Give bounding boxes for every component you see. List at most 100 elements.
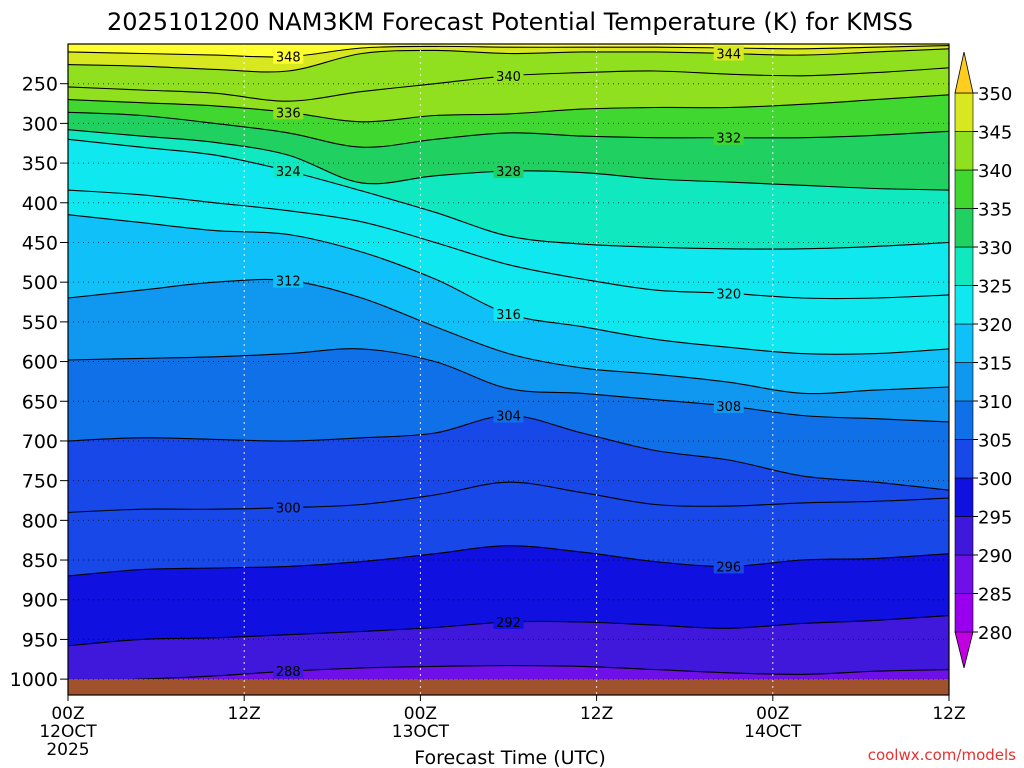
contour-label: 344: [716, 48, 741, 63]
colorbar-label: 295: [978, 508, 1012, 529]
colorbar-label: 320: [978, 315, 1012, 336]
contour-label: 288: [276, 665, 301, 680]
y-tick-label: 250: [22, 74, 58, 96]
colorbar-segment: [954, 477, 974, 517]
contour-332: [68, 111, 949, 148]
x-tick-label: 00Z: [404, 704, 437, 724]
contour-lines: [68, 45, 949, 683]
colorbar-label: 340: [978, 161, 1012, 182]
x-tick-label: 2025: [46, 740, 89, 760]
filled-contours: [68, 44, 949, 695]
x-tick-label: 14OCT: [744, 722, 802, 742]
fill-band-296: [68, 482, 949, 576]
contour-308: [68, 348, 949, 423]
x-tick-label: 12Z: [932, 704, 965, 724]
colorbar-segment: [954, 439, 974, 479]
credit-text: coolwx.com/models: [868, 746, 1016, 764]
fill-band-312: [68, 214, 949, 394]
y-tick-label: 400: [22, 193, 58, 215]
y-tick-label: 700: [22, 431, 58, 453]
colorbar-segment: [954, 323, 974, 363]
contour-label-bg: [273, 48, 304, 64]
colorbar-label: 325: [978, 277, 1012, 298]
colorbar-label: 285: [978, 585, 1012, 606]
y-tick-label: 800: [22, 510, 58, 532]
contour-label-bg: [493, 407, 524, 423]
contour-label: 324: [276, 165, 301, 180]
colorbar-top-arrow: [954, 51, 974, 94]
contour-344: [68, 48, 949, 73]
fill-band-328: [68, 112, 949, 191]
colorbar-segment: [954, 169, 974, 209]
y-axis: 250 300 350 400 450 500 550 600 650 700 750 800 850 9…: [10, 74, 68, 691]
contour-348: [68, 45, 949, 58]
contour-label: 292: [496, 616, 521, 631]
contour-label-bg: [713, 129, 744, 145]
colorbar-label: 310: [978, 392, 1012, 413]
colorbar-label: 300: [978, 469, 1012, 490]
contour-label-bg: [713, 398, 744, 414]
colorbar-segment: [954, 362, 974, 402]
contour-label-bg: [493, 163, 524, 179]
fill-band-324: [68, 129, 949, 250]
contour-labels: 288 292 296 300 304 308 312 316 320 324 328 332 336 3…: [273, 45, 744, 680]
y-tick-label: 850: [22, 550, 58, 572]
colorbar-segment: [954, 554, 974, 594]
colorbar-segment: [954, 92, 974, 132]
fill-band-316: [68, 190, 949, 355]
contour-label-bg: [713, 558, 744, 574]
y-tick-label: 550: [22, 312, 58, 334]
contour-label: 304: [496, 410, 521, 425]
colorbar-label: 330: [978, 238, 1012, 259]
x-tick-label: 13OCT: [392, 722, 450, 742]
contour-label-bg: [493, 613, 524, 629]
fill-band-320: [68, 139, 949, 299]
colorbar-label: 290: [978, 546, 1012, 567]
colorbar-segment: [954, 208, 974, 248]
chart-title: 2025101200 NAM3KM Forecast Potential Tem…: [107, 8, 913, 36]
colorbar-label: 335: [978, 200, 1012, 221]
contour-label-bg: [273, 663, 304, 679]
contour-label-bg: [273, 499, 304, 515]
contour-320: [68, 189, 949, 300]
x-tick-label: 00Z: [51, 704, 84, 724]
contour-label-bg: [273, 163, 304, 179]
ground-surface: [68, 679, 949, 695]
y-tick-label: 1000: [10, 669, 58, 691]
contour-label: 308: [716, 400, 741, 415]
colorbar-label: 315: [978, 354, 1012, 375]
contour-label: 336: [276, 106, 301, 121]
contour-label: 332: [716, 132, 741, 147]
contour-label: 348: [276, 51, 301, 66]
y-tick-label: 750: [22, 471, 58, 493]
contour-324: [68, 138, 949, 250]
contour-label: 312: [276, 275, 301, 290]
contour-label: 320: [716, 287, 741, 302]
contour-label-bg: [713, 45, 744, 61]
colorbar-label: 280: [978, 623, 1012, 644]
contour-label: 340: [496, 70, 521, 85]
colorbar-segment: [954, 400, 974, 440]
colorbar-segment: [954, 516, 974, 556]
contour-label: 328: [496, 165, 521, 180]
contour-label-bg: [493, 67, 524, 83]
plot-frame: [67, 43, 950, 696]
y-tick-label: 350: [22, 153, 58, 175]
contour-312: [68, 278, 949, 395]
colorbar-label: 305: [978, 431, 1012, 452]
contour-label-bg: [273, 104, 304, 120]
y-tick-label: 950: [22, 629, 58, 651]
x-tick-label: 00Z: [756, 704, 789, 724]
x-axis-title: Forecast Time (UTC): [414, 747, 605, 768]
contour-label: 316: [496, 308, 521, 323]
y-tick-label: 300: [22, 113, 58, 135]
colorbar: 280 285 290 295 300 305 310 315 320 325 330 335 340 3…: [954, 51, 1012, 669]
colorbar-segment: [954, 285, 974, 325]
colorbar-label: 345: [978, 123, 1012, 144]
y-tick-label: 450: [22, 232, 58, 254]
colorbar-bottom-arrow: [954, 631, 974, 669]
contour-300: [68, 481, 949, 513]
contour-label-bg: [493, 305, 524, 321]
fill-band-300: [68, 415, 949, 513]
